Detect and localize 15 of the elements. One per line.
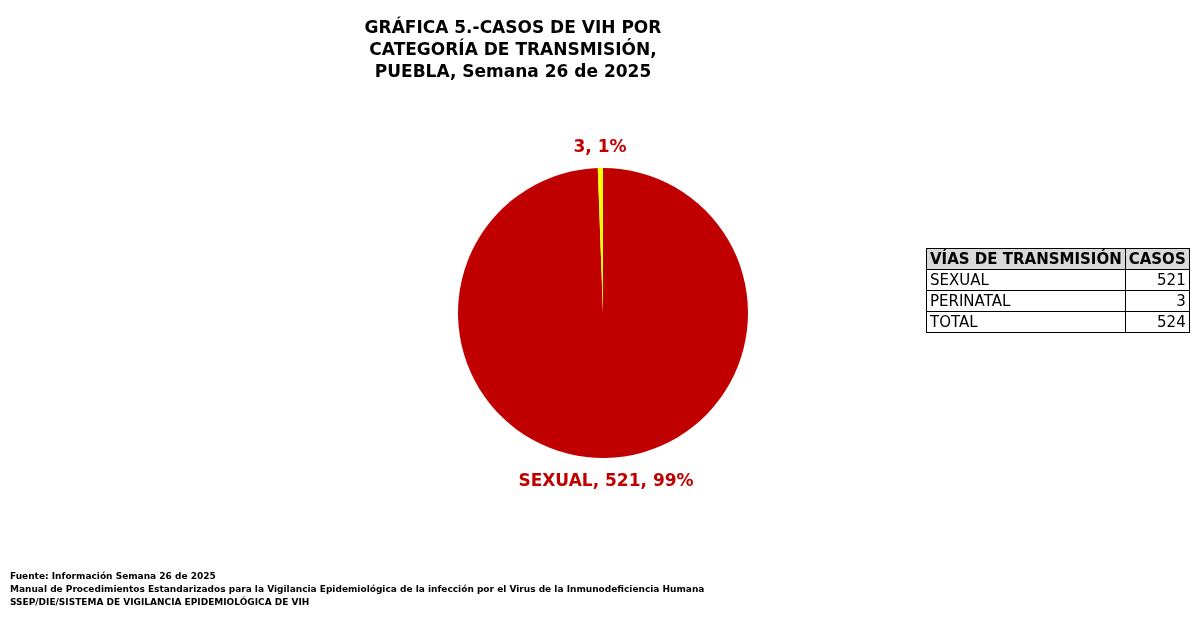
- text: PERINATAL: [926, 290, 1126, 312]
- text: CASOS: [1125, 248, 1190, 270]
- text: SSEP/DIE/SISTEMA DE VIGILANCIA EPIDEMIOLÓGICA DE VIH: [10, 596, 311, 609]
- text: VÍAS DE TRANSMISIÓN: [926, 248, 1126, 270]
- text: 524: [1125, 311, 1190, 333]
- text: TOTAL: [926, 311, 1126, 333]
- text: 3: [1125, 290, 1190, 312]
- text: 521: [1125, 269, 1190, 291]
- source-note: Fuente: Información Semana 26 de 2025: [10, 570, 217, 583]
- text: SEXUAL: [926, 269, 1126, 291]
- data-label: SEXUAL, 521, 99%: [518, 469, 694, 490]
- text: Manual de Procedimientos Estandarizados para la Vigilancia Epidemiológica de la infección por el Virus de la Inmunodeficiencia Humana: [10, 583, 705, 596]
- chart-title: GRÁFICA 5.-CASOS DE VIH POR CATEGORÍA DE TRANSMISIÓN, PUEBLA, Semana 26 de 2025: [363, 16, 663, 82]
- pie-slice: [458, 168, 748, 458]
- data-label: 3, 1%: [573, 136, 627, 157]
